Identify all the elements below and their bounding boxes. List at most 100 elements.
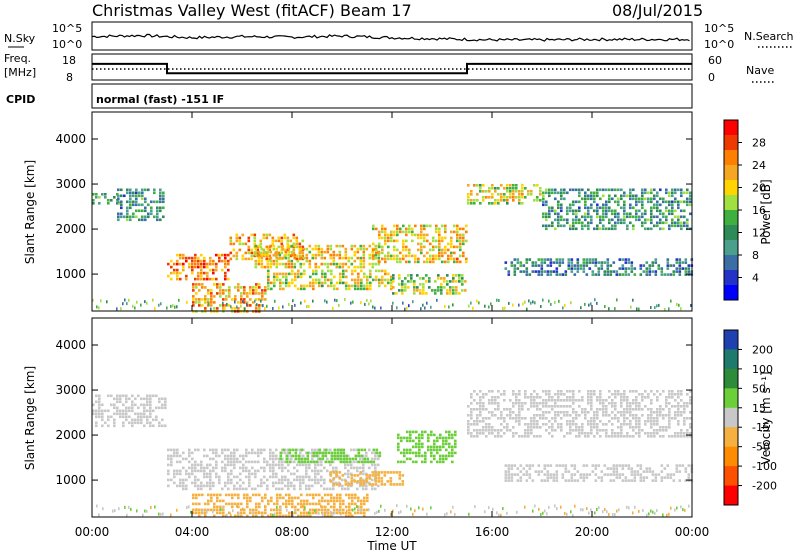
heatmap-cell bbox=[569, 423, 572, 426]
heatmap-cell bbox=[267, 514, 270, 518]
heatmap-cell bbox=[479, 411, 482, 414]
heatmap-cell bbox=[167, 262, 170, 266]
heatmap-cell bbox=[152, 394, 155, 398]
heatmap-cell bbox=[639, 467, 643, 470]
heatmap-cell bbox=[653, 429, 656, 432]
heatmap-cell bbox=[311, 448, 314, 452]
heatmap-cell bbox=[593, 420, 596, 423]
heatmap-cell bbox=[593, 393, 596, 396]
heatmap-cell bbox=[260, 466, 263, 470]
heatmap-cell bbox=[671, 417, 674, 420]
heatmap-cell bbox=[530, 420, 533, 423]
heatmap-cell bbox=[351, 496, 354, 500]
heatmap-cell bbox=[291, 454, 295, 458]
heatmap-cell bbox=[278, 478, 281, 482]
heatmap-cell bbox=[654, 473, 658, 476]
heatmap-cell bbox=[435, 224, 438, 228]
ground-scatter-cell bbox=[378, 509, 380, 513]
heatmap-cell bbox=[278, 460, 281, 464]
heatmap-cell bbox=[294, 448, 298, 452]
ground-scatter-cell bbox=[430, 305, 432, 309]
heatmap-cell bbox=[455, 286, 458, 289]
heatmap-cell bbox=[513, 464, 517, 467]
heatmap-cell bbox=[455, 289, 458, 292]
heatmap-cell bbox=[162, 215, 165, 219]
heatmap-cell bbox=[372, 278, 375, 282]
heatmap-cell bbox=[299, 481, 302, 485]
heatmap-cell bbox=[279, 496, 282, 500]
heatmap-cell bbox=[314, 466, 317, 470]
heatmap-cell bbox=[393, 230, 396, 234]
heatmap-cell bbox=[240, 295, 243, 298]
heatmap-cell bbox=[131, 403, 134, 407]
heatmap-cell bbox=[551, 408, 554, 411]
ground-scatter-cell bbox=[374, 511, 376, 515]
heatmap-cell bbox=[192, 298, 195, 301]
heatmap-cell bbox=[413, 280, 416, 283]
heatmap-cell bbox=[515, 184, 518, 187]
ground-scatter-cell bbox=[586, 507, 588, 511]
heatmap-cell bbox=[245, 466, 248, 470]
heatmap-cell bbox=[143, 415, 146, 419]
heatmap-cell bbox=[101, 409, 104, 413]
heatmap-cell bbox=[185, 478, 188, 482]
beam-title: Beam 17 bbox=[340, 1, 412, 20]
ground-scatter-cell bbox=[324, 299, 326, 303]
heatmap-cell bbox=[605, 429, 608, 432]
heatmap-cell bbox=[593, 191, 596, 195]
heatmap-cell bbox=[570, 464, 574, 467]
heatmap-cell bbox=[305, 451, 308, 455]
heatmap-cell bbox=[587, 399, 590, 402]
heatmap-cell bbox=[116, 202, 119, 205]
ground-scatter-cell bbox=[654, 306, 656, 310]
heatmap-cell bbox=[557, 203, 560, 207]
heatmap-cell bbox=[641, 194, 644, 198]
heatmap-cell bbox=[623, 221, 626, 225]
heatmap-cell bbox=[566, 396, 569, 399]
heatmap-cell bbox=[351, 269, 354, 273]
heatmap-cell bbox=[227, 463, 230, 467]
heatmap-cell bbox=[675, 470, 679, 473]
heatmap-cell bbox=[144, 209, 147, 213]
heatmap-cell bbox=[113, 421, 116, 425]
ground-scatter-cell bbox=[498, 513, 500, 517]
heatmap-cell bbox=[551, 209, 554, 213]
heatmap-cell bbox=[527, 396, 530, 399]
ground-scatter-cell bbox=[564, 303, 566, 307]
heatmap-cell bbox=[453, 230, 456, 234]
heatmap-cell bbox=[347, 484, 350, 488]
heatmap-cell bbox=[150, 200, 153, 204]
heatmap-cell bbox=[192, 301, 195, 304]
heatmap-cell bbox=[338, 244, 342, 248]
heatmap-cell bbox=[590, 203, 593, 207]
heatmap-cell bbox=[572, 227, 575, 231]
heatmap-cell bbox=[494, 199, 497, 202]
heatmap-cell bbox=[513, 273, 517, 276]
heatmap-cell bbox=[578, 206, 581, 210]
heatmap-cell bbox=[353, 265, 357, 269]
heatmap-cell bbox=[506, 196, 509, 199]
heatmap-cell bbox=[255, 283, 258, 286]
heatmap-cell bbox=[242, 457, 245, 461]
heatmap-cell bbox=[442, 457, 445, 461]
heatmap-cell bbox=[354, 511, 357, 515]
heatmap-cell bbox=[606, 473, 610, 476]
heatmap-cell bbox=[122, 403, 125, 407]
heatmap-cell bbox=[371, 265, 375, 269]
heatmap-cell bbox=[513, 473, 517, 476]
heatmap-cell bbox=[314, 253, 318, 257]
heatmap-cell bbox=[420, 251, 423, 255]
heatmap-cell bbox=[515, 399, 518, 402]
heatmap-cell bbox=[140, 412, 143, 416]
heatmap-cell bbox=[324, 281, 327, 285]
heatmap-cell bbox=[689, 194, 692, 198]
heatmap-cell bbox=[446, 274, 449, 277]
heatmap-cell bbox=[680, 399, 683, 402]
heatmap-cell bbox=[617, 188, 620, 192]
heatmap-cell bbox=[533, 414, 536, 417]
heatmap-cell bbox=[110, 199, 113, 202]
heatmap-cell bbox=[602, 405, 605, 408]
heatmap-cell bbox=[300, 460, 304, 464]
heatmap-cell bbox=[527, 435, 530, 438]
heatmap-cell bbox=[303, 499, 306, 503]
